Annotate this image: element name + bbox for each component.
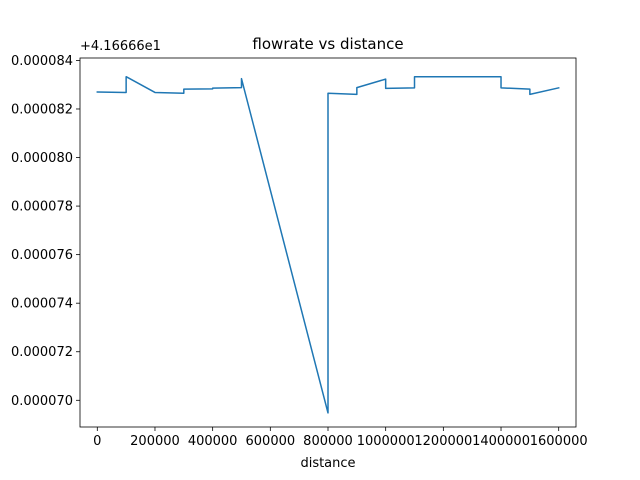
- x-tick-label: 600000: [246, 434, 296, 449]
- x-tick-label: 1400000: [472, 434, 530, 449]
- y-tick-label: 0.000074: [11, 297, 73, 312]
- y-tick-label: 0.000080: [11, 151, 73, 166]
- y-tick-label: 0.000082: [11, 102, 73, 117]
- x-tick-label: 1600000: [530, 434, 588, 449]
- x-tick-label: 1000000: [357, 434, 415, 449]
- x-tick-label: 800000: [303, 434, 353, 449]
- y-tick-label: 0.000084: [11, 54, 73, 69]
- chart-title: flowrate vs distance: [252, 35, 403, 53]
- series-line-0: [96, 75, 560, 414]
- x-tick-label: 0: [93, 434, 101, 449]
- y-tick-label: 0.000078: [11, 200, 73, 215]
- y-axis: 0.000070 0.000072 0.000074 0.000076 0.000078…: [11, 54, 80, 409]
- x-axis-label: distance: [300, 456, 355, 471]
- x-axis: 0 200000 400000 600000 800000 1000000 1200000 1…: [93, 427, 588, 449]
- y-offset-label: +4.16666e1: [80, 39, 161, 54]
- x-tick-label: 1200000: [414, 434, 472, 449]
- x-tick-label: 200000: [130, 434, 180, 449]
- series-layer: [96, 75, 560, 414]
- y-tick-label: 0.000070: [11, 394, 73, 409]
- x-tick-label: 400000: [188, 434, 238, 449]
- y-tick-label: 0.000072: [11, 345, 73, 360]
- y-tick-label: 0.000076: [11, 248, 73, 263]
